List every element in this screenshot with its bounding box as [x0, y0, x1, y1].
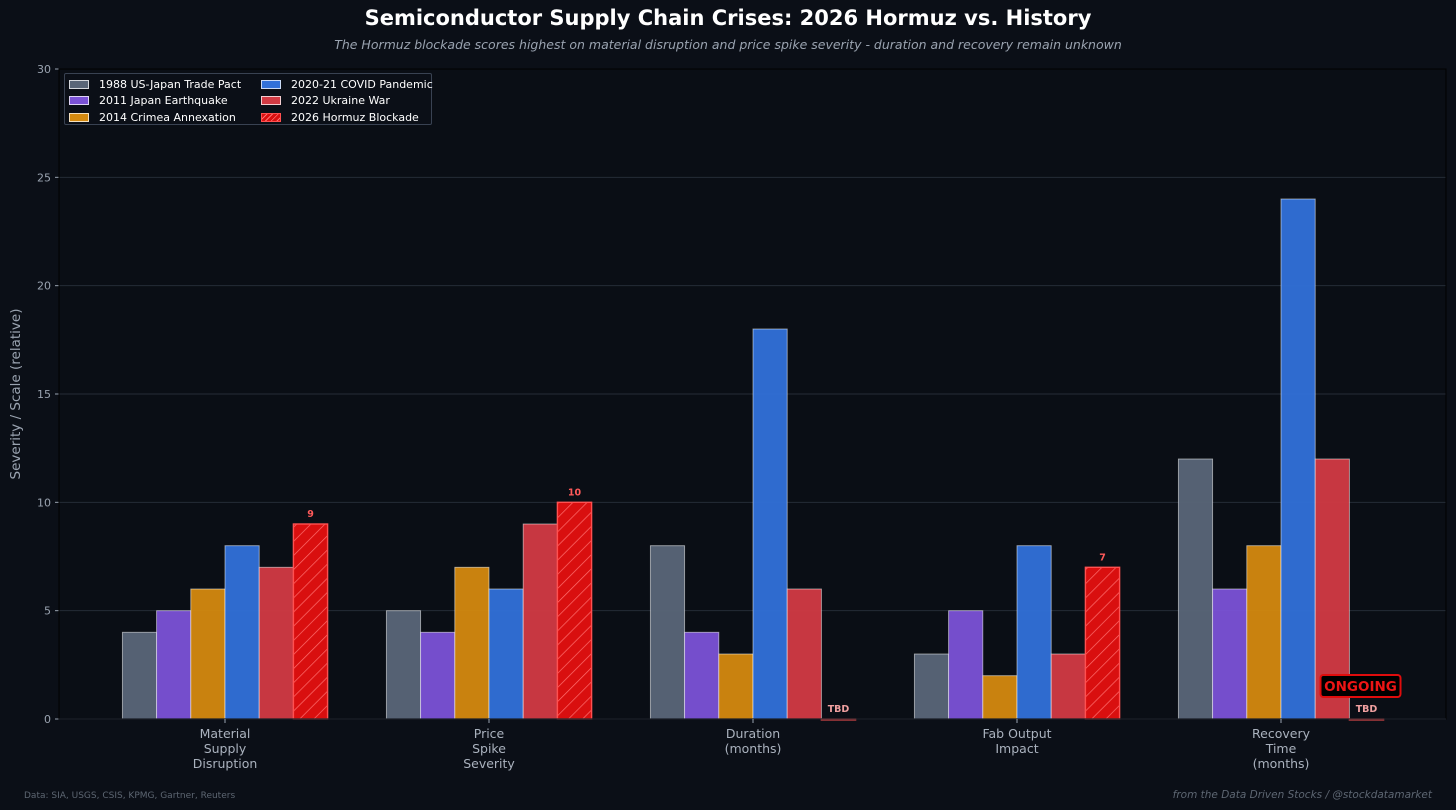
bar-1-2	[684, 631, 720, 720]
y-axis-label: Severity / Scale (relative)	[8, 309, 24, 480]
legend-swatch	[261, 112, 281, 122]
chart-subtitle: The Hormuz blockade scores highest on ma…	[334, 37, 1122, 52]
legend-label: 2020-21 COVID Pandemic	[291, 78, 433, 91]
bar-2-0	[190, 588, 226, 720]
legend-label: 2011 Japan Earthquake	[99, 94, 228, 108]
bar-0-3	[913, 653, 950, 720]
legend-swatch	[261, 80, 281, 89]
legend-swatch	[69, 112, 89, 122]
chart-legend: 1988 US-Japan Trade Pact 2011 Japan Earth…	[64, 73, 433, 125]
bar-5-0	[292, 523, 329, 720]
bar-2-1	[454, 566, 490, 720]
bar-value-label: 7	[1099, 552, 1106, 563]
bar-value-label: TBD	[1356, 704, 1378, 715]
bar-2-4	[1246, 545, 1282, 720]
bar-3-2	[752, 328, 788, 720]
y-tick-label: 25	[37, 171, 51, 184]
x-tick-label: Duration (months)	[725, 726, 782, 756]
bar-3-3	[1016, 545, 1052, 720]
bar-0-4	[1177, 458, 1214, 720]
x-tick-label: Price Spike Severity	[463, 726, 515, 771]
bar-3-0	[224, 545, 260, 720]
legend-swatch	[69, 80, 89, 89]
x-tick-label-line: Supply	[204, 741, 247, 756]
bar-1-3	[948, 610, 984, 720]
bar-0-1	[385, 610, 422, 720]
bar-value-label: TBD	[828, 704, 850, 715]
bar-4-0	[258, 566, 294, 720]
bar-1-1	[420, 631, 456, 720]
x-tick-label-line: Recovery	[1252, 726, 1311, 741]
legend-swatch	[69, 96, 89, 106]
y-tick-label: 10	[37, 496, 51, 509]
bar-0-2	[649, 545, 686, 720]
legend-label: 1988 US-Japan Trade Pact	[99, 78, 242, 91]
bar-1-4	[1212, 588, 1248, 720]
x-tick-label: Material Supply Disruption	[193, 726, 258, 771]
legend-label: 2026 Hormuz Blockade	[291, 110, 419, 124]
ongoing-label: ONGOING	[1324, 679, 1397, 695]
x-tick-label-line: Duration	[726, 726, 780, 741]
credit-note: from the Data Driven Stocks / @stockdata…	[1172, 789, 1432, 801]
bar-4-1	[522, 523, 558, 720]
legend-swatch	[261, 96, 281, 106]
bar-value-label: 9	[307, 509, 314, 520]
y-tick-label: 0	[44, 713, 51, 726]
y-tick-label: 15	[37, 388, 51, 401]
x-tick-label-line: Spike	[472, 741, 506, 756]
bar-5-3	[1084, 566, 1121, 720]
x-tick-label: Recovery Time (months)	[1252, 726, 1311, 771]
bar-4-2	[786, 588, 822, 720]
x-tick-label-line: Price	[474, 726, 505, 741]
ongoing-badge	[1319, 674, 1402, 698]
bar-5-1	[556, 501, 593, 720]
data-source-note: Data: SIA, USGS, CSIS, KPMG, Gartner, Re…	[24, 791, 236, 801]
x-tick-label-line: Time	[1265, 741, 1297, 756]
x-tick-label: Fab Output Impact	[982, 726, 1051, 756]
legend-label: 2014 Crimea Annexation	[99, 110, 236, 124]
x-tick-label-line: (months)	[1253, 756, 1310, 771]
bar-3-1	[488, 588, 524, 720]
x-tick-label-line: Material	[200, 726, 251, 741]
x-tick-label-line: (months)	[725, 741, 782, 756]
x-tick-label-line: Severity	[463, 756, 515, 771]
bar-4-3	[1050, 653, 1086, 720]
bar-1-0	[156, 610, 192, 720]
chart-title: Semiconductor Supply Chain Crises: 2026 …	[364, 6, 1092, 30]
x-tick-label-line: Disruption	[193, 756, 258, 771]
y-tick-label: 30	[37, 63, 51, 76]
bar-3-4	[1280, 198, 1316, 720]
bar-value-label: 10	[568, 487, 582, 498]
y-tick-label: 20	[37, 280, 51, 293]
y-tick-label: 5	[44, 605, 51, 618]
bar-2-2	[718, 653, 754, 720]
x-tick-label-line: Fab Output	[982, 726, 1051, 741]
bar-0-0	[121, 631, 158, 720]
legend-label: 2022 Ukraine War	[291, 94, 390, 108]
x-tick-label-line: Impact	[995, 741, 1038, 756]
bar-2-3	[982, 675, 1018, 720]
